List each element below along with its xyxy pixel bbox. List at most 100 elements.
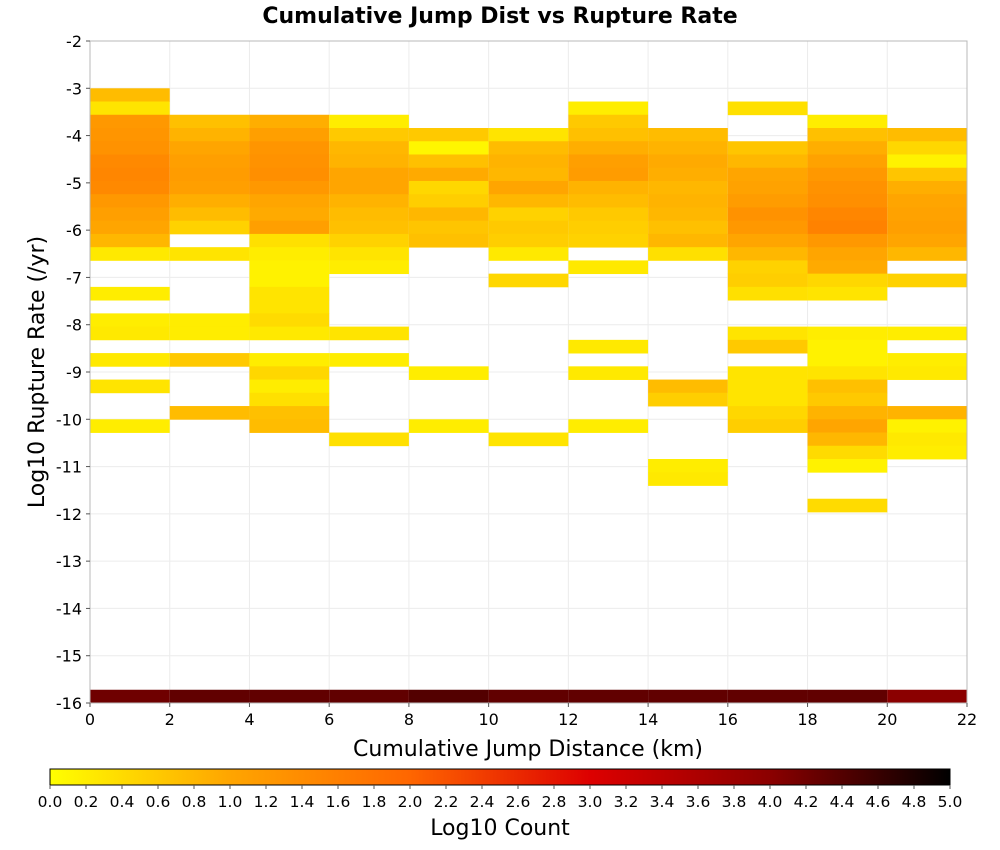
heatmap-cell: [488, 180, 569, 195]
colorbar-tick-label: 3.0: [578, 793, 603, 811]
heatmap-cell: [408, 233, 489, 248]
heatmap-cell: [568, 180, 649, 195]
heatmap-cell: [648, 128, 728, 142]
heatmap-cell: [807, 339, 888, 354]
heatmap-cell: [169, 220, 250, 235]
x-tick-label: 2: [165, 710, 175, 729]
colorbar-tick-label: 2.2: [434, 793, 459, 811]
heatmap-cell: [169, 353, 250, 367]
heatmap-cell: [249, 392, 330, 407]
heatmap-cell: [249, 128, 330, 142]
y-tick-label: -16: [56, 694, 82, 713]
y-tick-label: -4: [66, 127, 82, 146]
heatmap-cell: [648, 459, 728, 473]
heatmap-cell: [90, 141, 170, 155]
heatmap-cell: [408, 194, 489, 208]
heatmap-cell: [249, 326, 330, 341]
heatmap-cell: [169, 326, 250, 341]
heatmap-cell: [807, 154, 888, 169]
heatmap-cell: [568, 339, 649, 354]
colorbar-tick-label: 3.4: [650, 793, 675, 811]
heatmap-cell: [727, 141, 808, 155]
heatmap-cell: [169, 194, 250, 208]
heatmap-cell: [887, 247, 967, 261]
heatmap-cell: [408, 128, 489, 142]
y-tick-label: -5: [66, 174, 82, 193]
heatmap-cell: [329, 154, 409, 169]
colorbar: [49, 768, 951, 786]
heatmap-cell: [807, 260, 888, 275]
colorbar-tick-label: 0.4: [110, 793, 135, 811]
heatmap-cell: [727, 180, 808, 195]
heatmap-cell: [169, 154, 250, 169]
heatmap-cell: [488, 273, 569, 288]
heatmap-cell: [807, 114, 888, 129]
y-tick-label: -13: [56, 552, 82, 571]
heatmap-cell: [648, 233, 728, 248]
heatmap-cell: [727, 207, 808, 222]
x-tick-label: 12: [558, 710, 578, 729]
heatmap-cell: [169, 247, 250, 261]
heatmap-cell: [648, 220, 728, 235]
heatmap-cell: [807, 406, 888, 420]
heatmap-cell: [807, 353, 888, 367]
heatmap-cell: [807, 180, 888, 195]
heatmap-cell: [90, 114, 170, 129]
heatmap-cell: [568, 366, 649, 380]
heatmap-cell: [90, 379, 170, 394]
y-tick-label: -6: [66, 221, 82, 240]
heatmap-cell: [807, 326, 888, 341]
heatmap-cell: [887, 366, 967, 380]
heatmap-cell: [887, 128, 967, 142]
heatmap-cell: [408, 141, 489, 155]
heatmap-cell: [727, 260, 808, 275]
heatmap-cell: [329, 247, 409, 261]
heatmap-cell: [887, 432, 967, 447]
heatmap-cell: [488, 194, 569, 208]
heatmap-cell: [408, 689, 489, 704]
heatmap-cell: [249, 220, 330, 235]
colorbar-tick-label: 4.2: [794, 793, 819, 811]
heatmap-cell: [249, 180, 330, 195]
heatmap-cell: [887, 194, 967, 208]
heatmap-cell: [329, 260, 409, 275]
heatmap-cell: [249, 419, 330, 433]
heatmap-cell: [727, 167, 808, 182]
heatmap-cell: [807, 498, 888, 513]
heatmap-cell: [648, 154, 728, 169]
heatmap-cell: [807, 233, 888, 248]
x-tick-label: 16: [718, 710, 738, 729]
y-tick-label: -15: [56, 647, 82, 666]
heatmap-cell: [727, 419, 808, 433]
heatmap-cell: [329, 114, 409, 129]
heatmap-cell: [648, 141, 728, 155]
y-axis-label: Log10 Rupture Rate (/yr): [25, 236, 50, 508]
heatmap-cell: [488, 220, 569, 235]
heatmap-cell: [807, 366, 888, 380]
heatmap-cell: [568, 194, 649, 208]
heatmap-cell: [249, 379, 330, 394]
y-tick-label: -3: [66, 79, 82, 98]
heatmap-cell: [727, 379, 808, 394]
heatmap-cell: [727, 101, 808, 116]
heatmap-cell: [807, 220, 888, 235]
heatmap-cell: [90, 88, 170, 102]
heatmap-cell: [408, 366, 489, 380]
colorbar-label: Log10 Count: [430, 816, 570, 841]
colorbar-tick-label: 2.4: [470, 793, 495, 811]
heatmap-cell: [169, 406, 250, 420]
colorbar-tick-label: 4.4: [830, 793, 855, 811]
heatmap-cell: [648, 207, 728, 222]
heatmap-cells: [90, 88, 967, 704]
heatmap-cell: [329, 326, 409, 341]
heatmap-cell: [488, 233, 569, 248]
heatmap-cell: [329, 220, 409, 235]
heatmap-cell: [648, 180, 728, 195]
heatmap-cell: [807, 167, 888, 182]
heatmap-cell: [887, 353, 967, 367]
heatmap-cell: [727, 154, 808, 169]
heatmap-cell: [807, 392, 888, 407]
heatmap-cell: [807, 207, 888, 222]
